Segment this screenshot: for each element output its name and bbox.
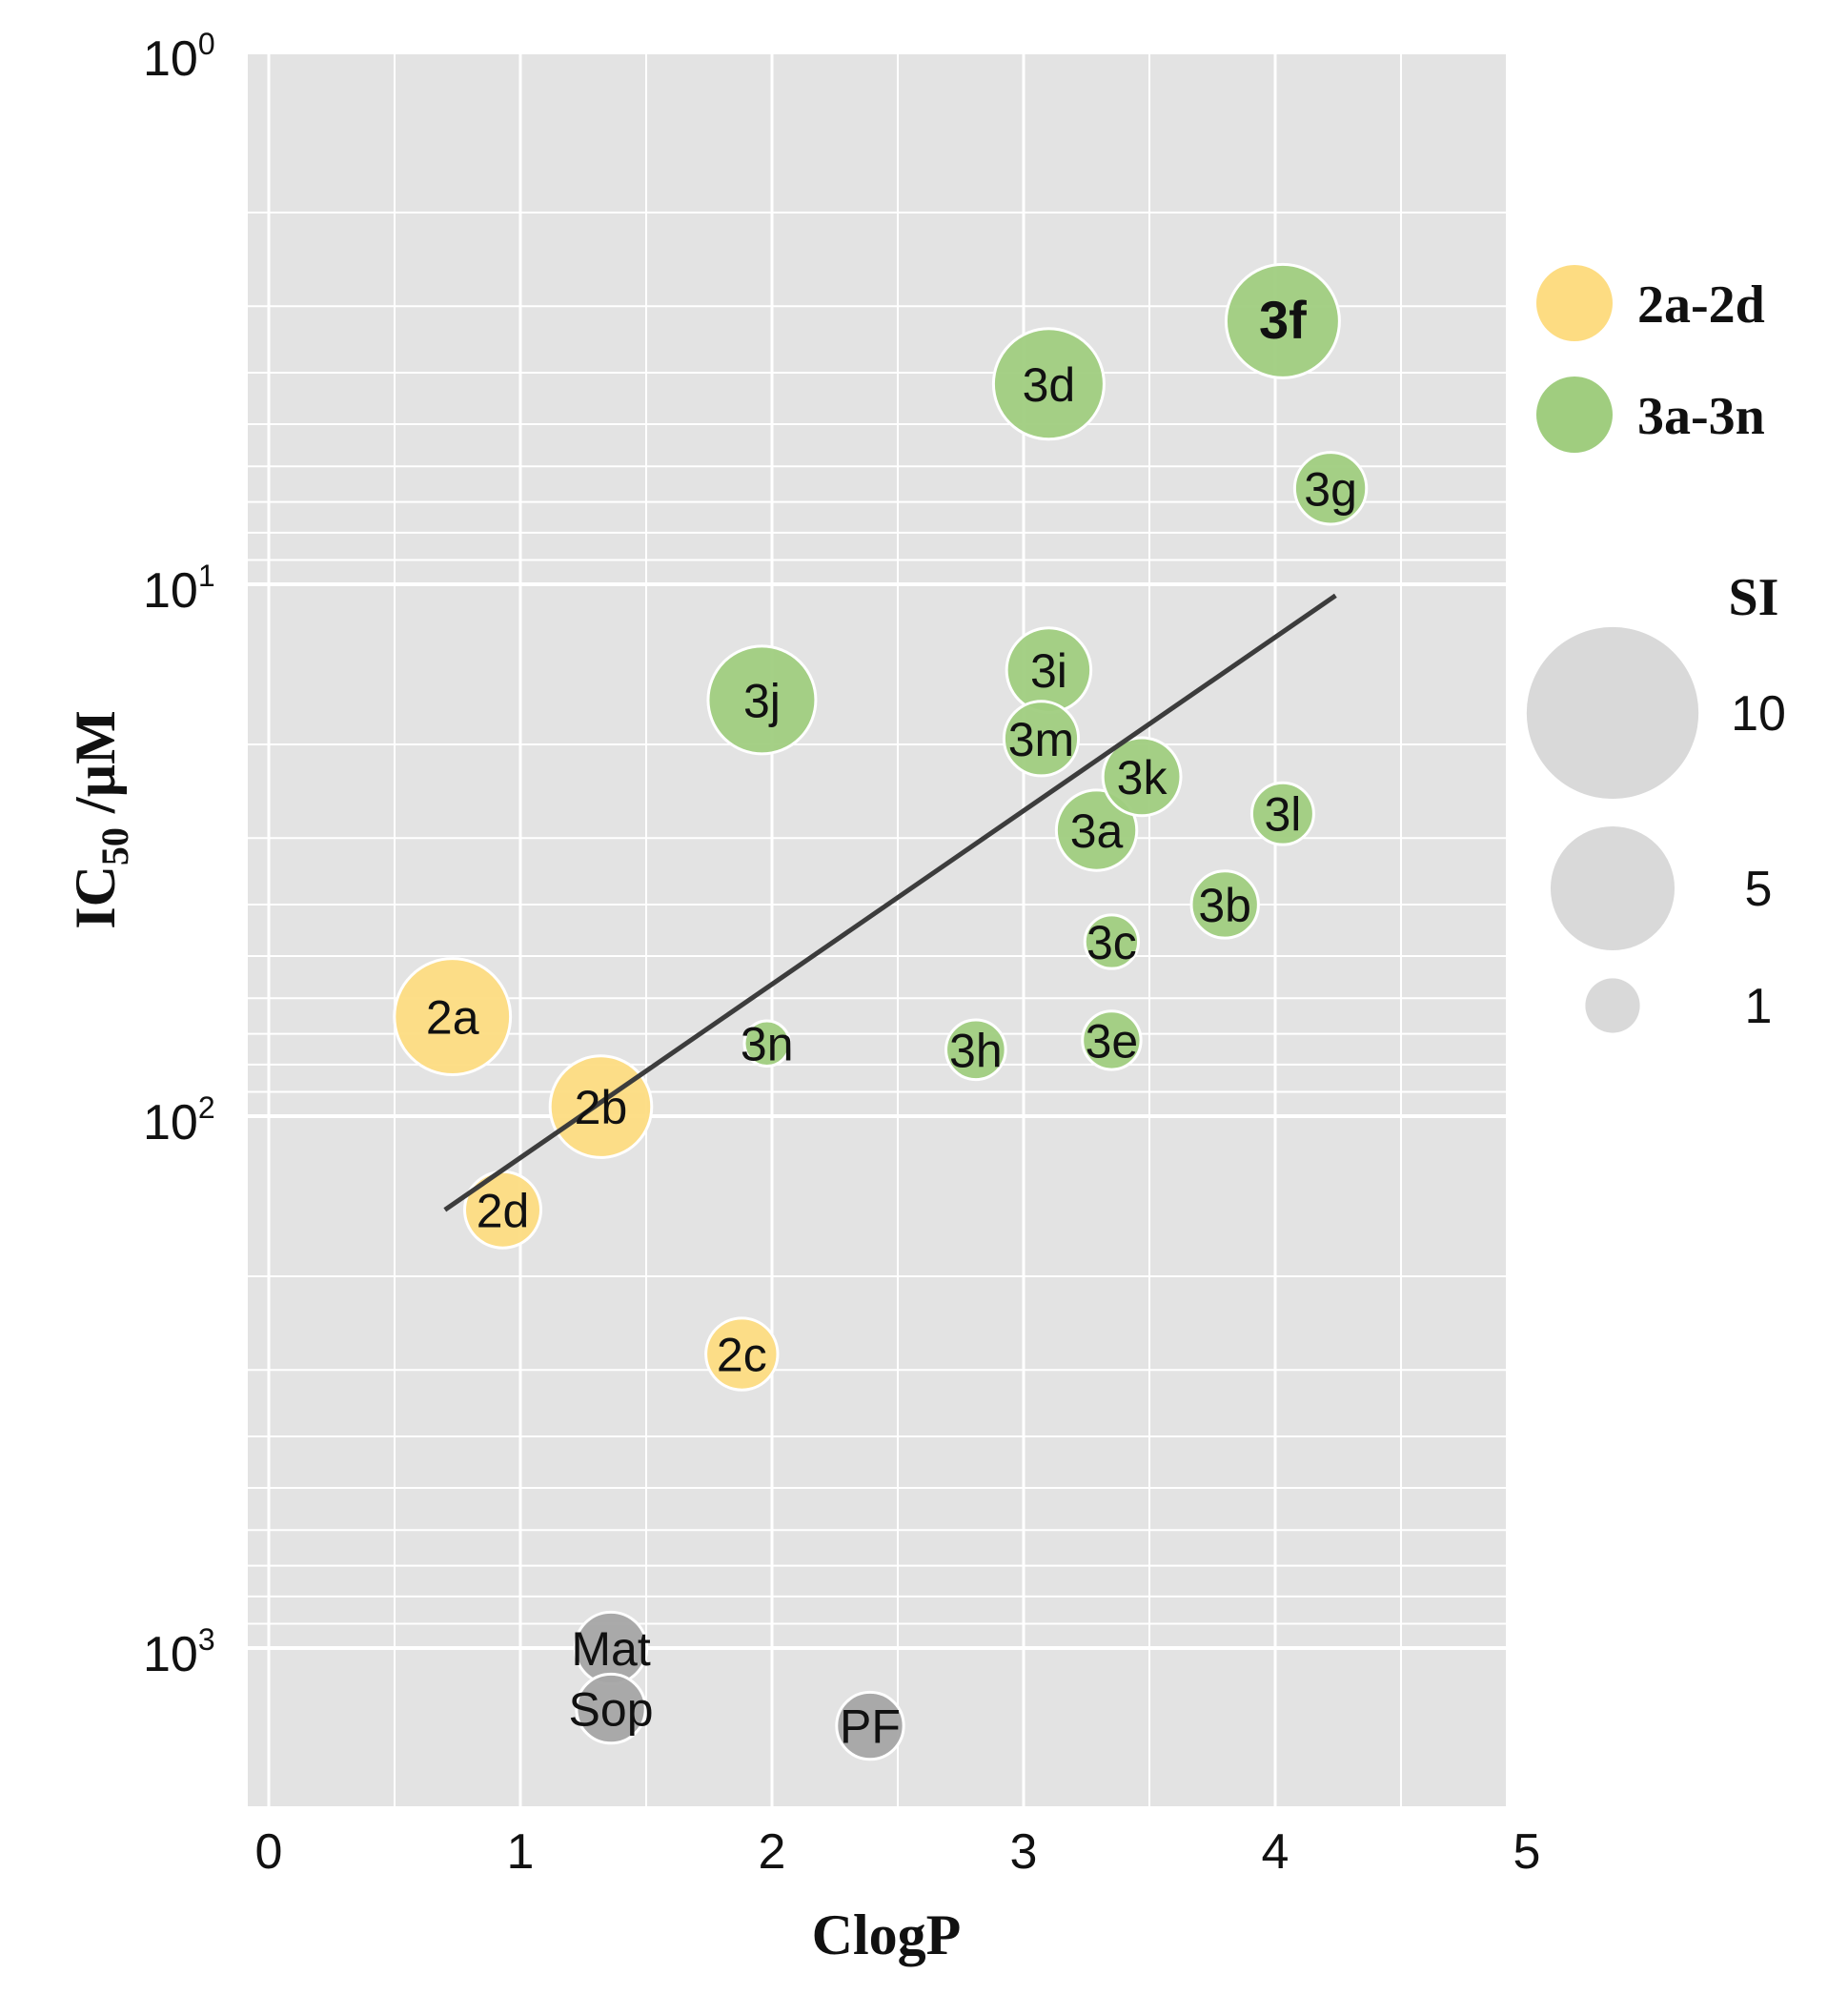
x-tick-label: 0 — [255, 1824, 283, 1880]
point-label-3g: 3g — [1304, 462, 1357, 516]
y-tick-label: 102 — [143, 1090, 215, 1150]
point-label-3l: 3l — [1264, 788, 1301, 842]
point-label-2a: 2a — [426, 991, 479, 1045]
bubble-3a — [1054, 788, 1139, 872]
point-label-3i: 3i — [1030, 644, 1067, 698]
trendline — [443, 593, 1337, 1212]
x-axis-title: ClogP — [812, 1903, 962, 1966]
bubble-3n — [742, 1019, 791, 1068]
point-label-3j: 3j — [743, 674, 781, 727]
y-tick-label: 103 — [143, 1622, 215, 1682]
point-label-3c: 3c — [1086, 916, 1137, 969]
bubble-sop — [575, 1672, 647, 1745]
point-label-3a: 3a — [1070, 804, 1124, 858]
bubble-3j — [706, 644, 818, 756]
bubble-pf — [835, 1690, 905, 1761]
size-legend-circle-5 — [1550, 825, 1675, 951]
point-label-mat: Mat — [571, 1622, 650, 1676]
size-legend-circle-10 — [1526, 626, 1699, 800]
point-label-3d: 3d — [1023, 358, 1076, 412]
point-label-3h: 3h — [949, 1024, 1003, 1077]
y-tick-label: 101 — [143, 559, 215, 619]
x-tick-labels: 0 1 2 3 4 5 — [255, 1824, 1541, 1880]
point-label-3b: 3b — [1198, 879, 1251, 932]
size-legend-label-10: 10 — [1731, 686, 1786, 742]
point-label-2c: 2c — [717, 1329, 767, 1382]
bubble-3d — [991, 327, 1106, 441]
bubble-3k — [1101, 736, 1183, 818]
x-tick-label: 2 — [759, 1824, 786, 1880]
point-label-3e: 3e — [1086, 1014, 1139, 1068]
y-tick-labels: 100 101 102 103 — [143, 27, 215, 1682]
size-legend-circle-1 — [1585, 978, 1640, 1033]
legend-item-group2: 2a-2d — [1536, 265, 1765, 341]
bubble-3c — [1083, 913, 1141, 970]
x-tick-label: 3 — [1010, 1824, 1038, 1880]
bubble-2c — [704, 1316, 780, 1392]
legend-label-3a-3n: 3a-3n — [1637, 387, 1765, 446]
bubble-3e — [1081, 1009, 1143, 1071]
legend-swatch-2a-2d — [1536, 265, 1613, 341]
point-label-3f: 3f — [1259, 290, 1307, 350]
point-label-3n: 3n — [741, 1018, 794, 1071]
bubble-3m — [1002, 700, 1081, 778]
point-label-3k: 3k — [1117, 751, 1168, 804]
point-label-sop: Sop — [569, 1683, 654, 1737]
bubble-3l — [1249, 781, 1315, 846]
y-axis-title: IC50 /µM — [64, 710, 136, 929]
bubble-3f — [1224, 262, 1341, 379]
bubble-3g — [1292, 451, 1369, 526]
x-tick-label: 5 — [1513, 1824, 1541, 1880]
legend-item-group3: 3a-3n — [1536, 377, 1765, 453]
bubble-3h — [944, 1018, 1007, 1082]
bubble-2a — [393, 957, 513, 1077]
legend-swatch-3a-3n — [1536, 377, 1613, 453]
legend: 2a-2d 3a-3n SI 10 5 1 — [1526, 265, 1786, 1034]
size-legend-label-1: 1 — [1745, 979, 1773, 1034]
size-legend-title: SI — [1729, 568, 1779, 627]
x-tick-label: 4 — [1262, 1824, 1290, 1880]
legend-label-2a-2d: 2a-2d — [1637, 275, 1765, 335]
y-tick-label: 100 — [143, 27, 215, 87]
point-label-3m: 3m — [1008, 713, 1074, 766]
point-label-2b: 2b — [575, 1081, 628, 1134]
point-label-2d: 2d — [477, 1184, 530, 1237]
x-tick-label: 1 — [507, 1824, 535, 1880]
size-legend: 10 5 1 — [1526, 626, 1786, 1034]
data-bubbles — [393, 262, 1369, 1761]
size-legend-label-5: 5 — [1745, 862, 1773, 917]
bubble-2b — [548, 1054, 654, 1159]
bubble-3b — [1189, 869, 1260, 940]
point-label-pf: PF — [840, 1700, 901, 1754]
data-labels: 2a 2b 2c 2d 3a 3b 3c 3d 3e 3f 3g 3h 3i 3j 3k 3l 3m 3n Mat S… — [426, 290, 1357, 1754]
